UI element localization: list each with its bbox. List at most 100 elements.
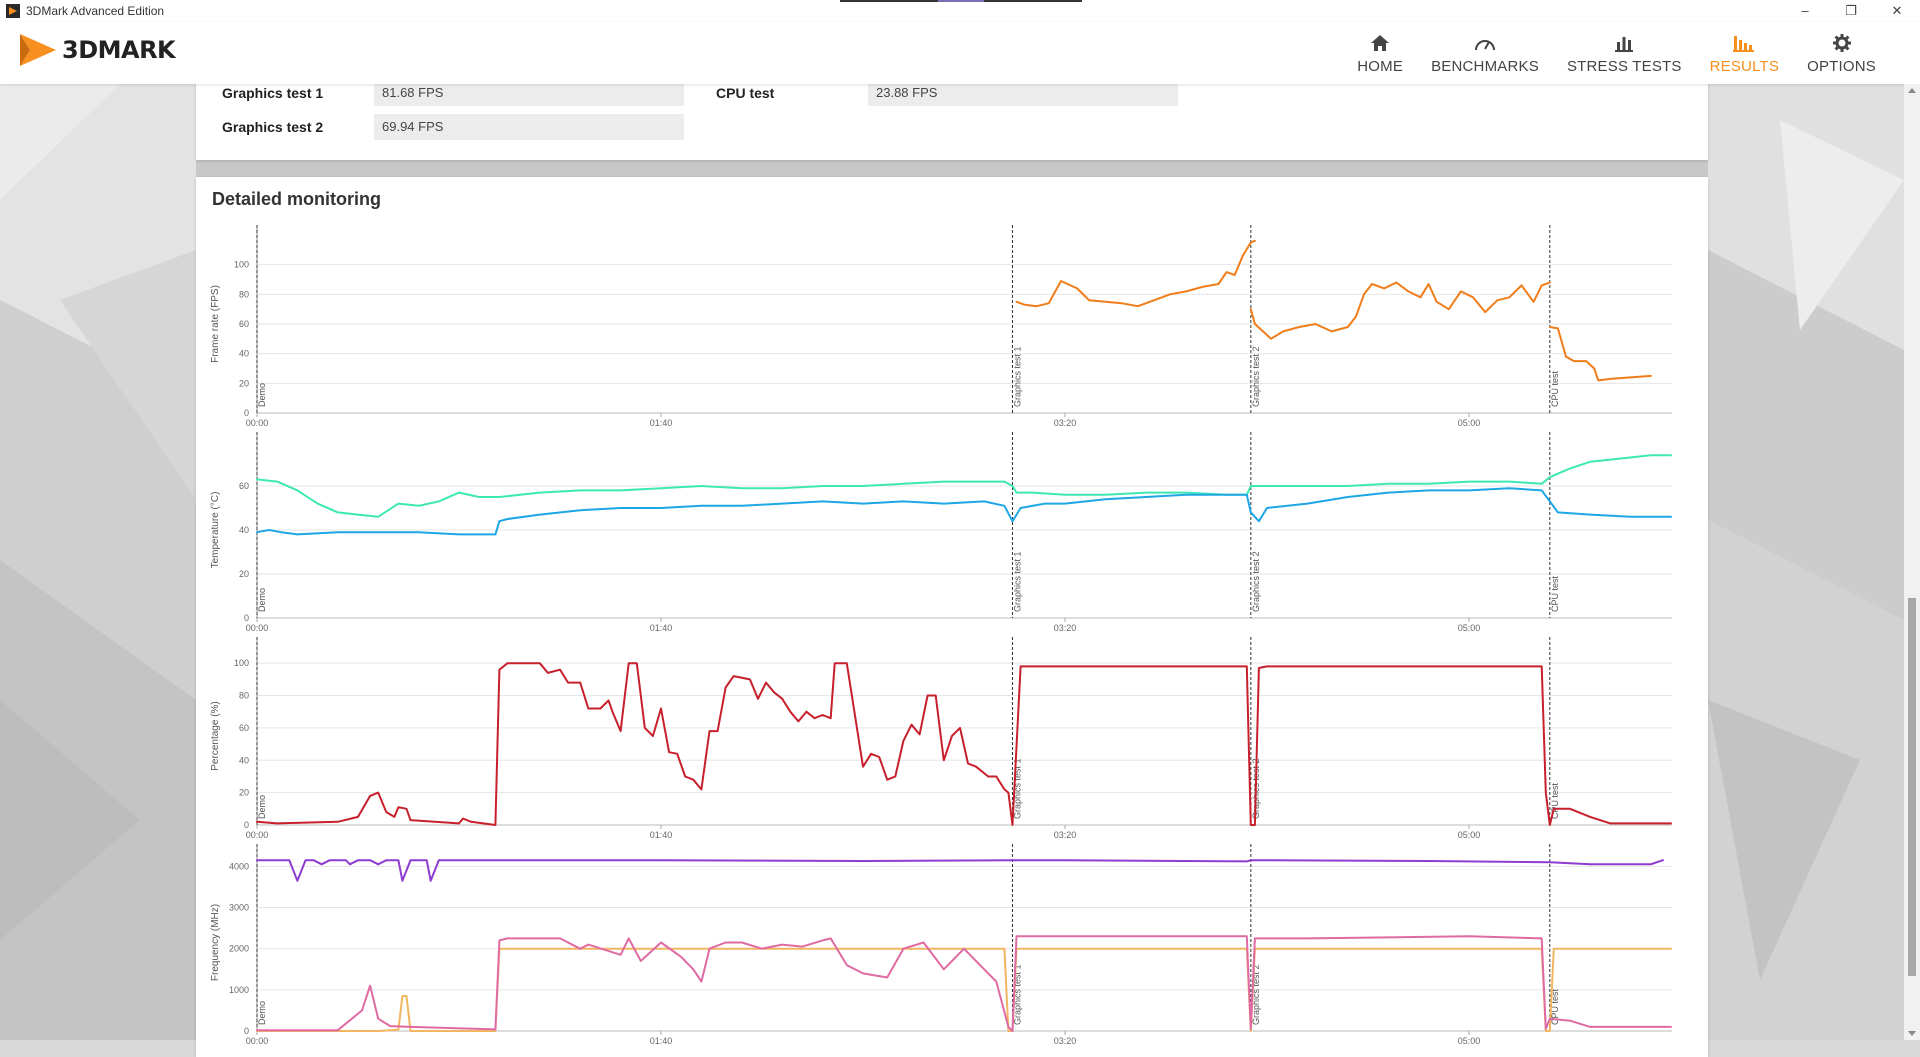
y-tick-label: 80	[239, 691, 249, 701]
test-marker-label: Graphics test 2	[1251, 551, 1261, 612]
nav-benchmarks-label: BENCHMARKS	[1431, 58, 1539, 75]
nav-stress-tests[interactable]: STRESS TESTS	[1553, 22, 1696, 84]
y-tick-label: 80	[239, 289, 249, 299]
app-header: 3DMARK HOME BENCHMARKS STRESS TESTS RESU…	[0, 22, 1920, 84]
test-marker-label: CPU test	[1550, 988, 1560, 1025]
nav-home-label: HOME	[1357, 58, 1404, 75]
y-tick-label: 100	[234, 658, 249, 668]
monitoring-charts: 0 20 40 60 80 100 00:00 01:40 03:20 05:00 Frame ra…	[210, 225, 1672, 1046]
score-row: CPU test 23.88 FPS	[716, 80, 1178, 106]
test-marker-label: Graphics test 1	[1012, 758, 1022, 819]
score-value: 69.94 FPS	[374, 114, 684, 140]
y-axis-label: Temperature (°C)	[210, 492, 221, 569]
y-axis-label: Percentage (%)	[210, 701, 221, 770]
chart-panel: 0 1000 2000 3000 4000 00:00 01:40 03:20 05:00 Fre…	[210, 844, 1672, 1046]
score-value: 23.88 FPS	[868, 80, 1178, 106]
test-marker-label: Demo	[257, 1001, 267, 1025]
nav-home[interactable]: HOME	[1343, 22, 1417, 84]
series-line	[256, 859, 1664, 882]
y-tick-label: 20	[239, 788, 249, 798]
3dmark-logo-icon	[20, 34, 56, 66]
y-tick-label: 20	[239, 378, 249, 388]
x-tick-label: 05:00	[1458, 830, 1481, 840]
results-icon	[1733, 32, 1755, 54]
vertical-scrollbar[interactable]	[1904, 84, 1920, 1040]
y-tick-label: 1000	[229, 985, 249, 995]
window-title: 3DMark Advanced Edition	[26, 4, 165, 18]
x-tick-label: 01:40	[650, 418, 673, 428]
test-marker-label: Graphics test 2	[1251, 964, 1261, 1025]
score-value: 81.68 FPS	[374, 80, 684, 106]
y-tick-label: 4000	[229, 861, 249, 871]
x-tick-label: 01:40	[650, 1036, 673, 1046]
x-tick-label: 05:00	[1458, 418, 1481, 428]
scroll-down-icon[interactable]	[1908, 1031, 1916, 1036]
series-line	[256, 454, 1672, 518]
y-tick-label: 100	[234, 260, 249, 270]
title-bar: 3DMark Advanced Edition – ❐ ✕	[0, 0, 1920, 22]
test-marker-label: CPU test	[1550, 370, 1560, 407]
scroll-up-icon[interactable]	[1908, 88, 1916, 93]
x-tick-label: 01:40	[650, 830, 673, 840]
y-tick-label: 40	[239, 349, 249, 359]
x-tick-label: 03:20	[1054, 623, 1077, 633]
series-line	[1249, 281, 1551, 340]
bar-chart-icon	[1614, 32, 1634, 54]
x-tick-label: 00:00	[246, 623, 269, 633]
y-tick-label: 60	[239, 481, 249, 491]
x-tick-label: 05:00	[1458, 623, 1481, 633]
nav-results[interactable]: RESULTS	[1696, 22, 1793, 84]
test-marker-label: Demo	[257, 795, 267, 819]
section-title: Detailed monitoring	[212, 189, 382, 209]
x-tick-label: 03:20	[1054, 1036, 1077, 1046]
main-nav: HOME BENCHMARKS STRESS TESTS RESULTS OPT…	[1343, 22, 1890, 84]
gauge-icon	[1474, 32, 1496, 54]
x-tick-label: 00:00	[246, 1036, 269, 1046]
test-marker-label: Graphics test 2	[1251, 346, 1261, 407]
logo[interactable]: 3DMARK	[18, 30, 176, 70]
close-button[interactable]: ✕	[1891, 3, 1903, 18]
chart-panel: 0 20 40 60 80 100 00:00 01:40 03:20 05:00 Percenta…	[210, 637, 1672, 840]
restore-button[interactable]: ❐	[1845, 3, 1857, 18]
nav-options[interactable]: OPTIONS	[1793, 22, 1890, 84]
score-row: Graphics test 2 69.94 FPS	[222, 114, 684, 140]
y-tick-label: 40	[239, 755, 249, 765]
y-tick-label: 60	[239, 319, 249, 329]
x-tick-label: 00:00	[246, 830, 269, 840]
nav-results-label: RESULTS	[1709, 58, 1780, 75]
title-accent	[840, 0, 1082, 2]
scroll-thumb[interactable]	[1908, 598, 1916, 976]
series-line	[1548, 326, 1652, 382]
chart-panel: 0 20 40 60 80 100 00:00 01:40 03:20 05:00 Frame ra…	[210, 225, 1672, 428]
y-axis-label: Frequency (MHz)	[210, 904, 221, 981]
chart-panel: 0 20 40 60 00:00 01:40 03:20 05:00 Temperature (…	[210, 432, 1672, 633]
y-tick-label: 0	[244, 820, 249, 830]
test-marker-label: Demo	[257, 588, 267, 612]
nav-options-label: OPTIONS	[1807, 58, 1876, 75]
gear-icon	[1832, 32, 1852, 54]
test-marker-label: Graphics test 1	[1012, 551, 1022, 612]
test-marker-label: CPU test	[1550, 782, 1560, 819]
minimize-button[interactable]: –	[1801, 3, 1809, 18]
detailed-monitoring-card: Detailed monitoring 0 20 40 60 80 100 00:00 01:…	[196, 177, 1708, 1057]
x-tick-label: 00:00	[246, 418, 269, 428]
y-tick-label: 40	[239, 525, 249, 535]
test-marker-label: Graphics test 1	[1012, 346, 1022, 407]
x-tick-label: 01:40	[650, 623, 673, 633]
y-tick-label: 60	[239, 723, 249, 733]
score-label: Graphics test 1	[222, 85, 324, 101]
y-tick-label: 0	[244, 408, 249, 418]
y-tick-label: 0	[244, 1026, 249, 1036]
x-tick-label: 03:20	[1054, 418, 1077, 428]
x-tick-label: 03:20	[1054, 830, 1077, 840]
score-row: Graphics test 1 81.68 FPS	[222, 80, 684, 106]
y-tick-label: 3000	[229, 903, 249, 913]
y-tick-label: 0	[244, 613, 249, 623]
score-label: CPU test	[716, 85, 775, 101]
y-tick-label: 2000	[229, 944, 249, 954]
x-tick-label: 05:00	[1458, 1036, 1481, 1046]
nav-benchmarks[interactable]: BENCHMARKS	[1417, 22, 1553, 84]
series-line	[256, 935, 1672, 1032]
app-icon	[6, 4, 20, 18]
